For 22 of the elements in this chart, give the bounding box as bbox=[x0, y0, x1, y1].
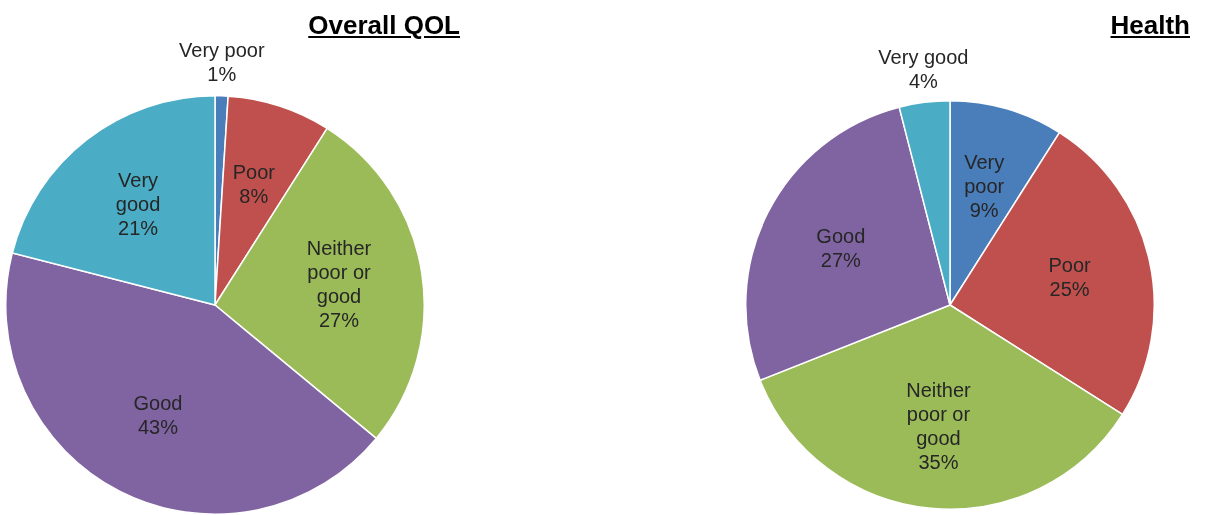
slice-label: Poor bbox=[232, 161, 276, 184]
slice-label: Very poor bbox=[179, 39, 265, 62]
slice-label: Neither poor or good bbox=[906, 378, 972, 449]
slice-label: Very good bbox=[115, 169, 161, 216]
data-label: 1% bbox=[207, 63, 237, 86]
slice-label: Poor bbox=[1048, 253, 1092, 276]
data-label: 27% bbox=[318, 308, 360, 331]
slice-label: Good bbox=[133, 392, 183, 415]
data-label: 35% bbox=[918, 450, 959, 473]
slice-label: Very poor bbox=[964, 150, 1005, 197]
slice-label: Very good bbox=[878, 45, 969, 68]
data-label: 43% bbox=[137, 416, 179, 439]
data-label: 9% bbox=[969, 198, 999, 221]
data-label: 21% bbox=[118, 217, 159, 240]
slice-label: Good bbox=[816, 224, 866, 247]
data-label: 8% bbox=[239, 185, 269, 208]
data-label: 25% bbox=[1049, 277, 1090, 300]
data-label: 4% bbox=[908, 69, 939, 92]
slice-label: Neither poor or good bbox=[306, 236, 372, 307]
chart-title: Overall QOL bbox=[308, 10, 460, 41]
chart-title: Health bbox=[1110, 10, 1190, 41]
data-label: 27% bbox=[820, 248, 862, 271]
